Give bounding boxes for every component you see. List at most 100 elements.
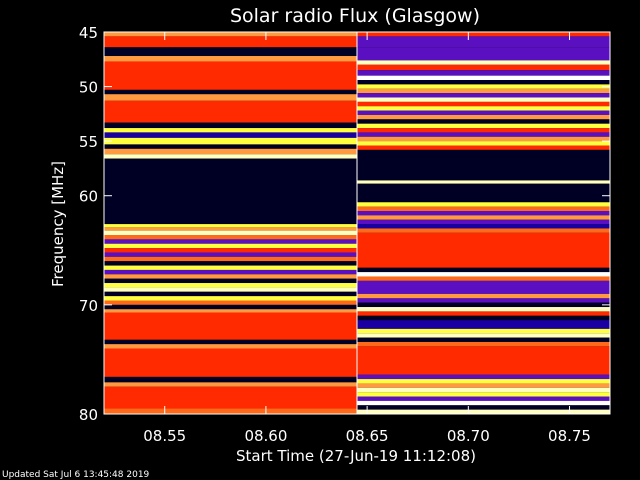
frequency-band [357,145,610,150]
frequency-band [357,80,610,85]
frequency-band [104,154,357,159]
frequency-band [104,248,357,253]
frequency-band [104,224,357,228]
frequency-band [357,97,610,102]
frequency-band [357,64,610,71]
frequency-band [357,276,610,281]
frequency-band [357,307,610,312]
frequency-band [104,235,357,240]
frequency-band [357,267,610,273]
frequency-band [357,302,610,308]
frequency-band [357,128,610,133]
frequency-band [357,280,610,294]
frequency-band [357,88,610,94]
frequency-band [104,122,357,129]
frequency-band [357,101,610,107]
frequency-band [357,156,610,181]
frequency-band [357,337,610,342]
frequency-band [357,84,610,89]
frequency-band [104,162,357,225]
frequency-band [357,202,610,207]
y-tick-label: 70 [79,297,98,315]
chart-title: Solar radio Flux (Glasgow) [230,5,480,27]
y-axis-ticks: 45 50 55 60 70 80 [79,24,610,424]
frequency-band [104,382,357,387]
frequency-band [104,265,357,270]
frequency-band [357,183,610,203]
plot-frame [103,31,611,415]
frequency-band [357,149,610,157]
frequency-band [357,346,610,375]
frequency-band [357,132,610,137]
frequency-band [357,405,610,410]
y-tick-label: 60 [79,188,98,206]
frequency-band [357,320,610,329]
frequency-band [357,293,610,299]
x-tick-label: 08.75 [548,427,591,445]
y-tick-label: 50 [79,79,98,97]
frequency-band [357,272,610,277]
frequency-band [357,215,610,220]
x-tick-label: 08.55 [143,427,186,445]
frequency-band [104,61,357,90]
frequency-band [104,300,357,305]
x-tick-label: 08.65 [346,427,389,445]
frequency-band [104,269,357,275]
frequency-band [104,144,357,149]
frequency-band [104,56,357,62]
x-tick-label: 08.70 [447,427,490,445]
frequency-band [104,261,357,266]
frequency-band [104,36,357,48]
frequency-band [104,128,357,133]
frequency-band [357,224,610,229]
frequency-band [104,230,357,236]
frequency-band [104,312,357,340]
frequency-band [104,89,357,95]
frequency-band [357,219,610,225]
frequency-band [357,123,610,129]
frequency-band [357,93,610,98]
frequency-band [357,60,610,65]
frequency-band [357,180,610,184]
frequency-band [357,374,610,380]
spectrogram-segment [104,32,357,414]
frequency-band [357,136,610,142]
frequency-band [357,387,610,393]
frequency-band [357,210,610,216]
frequency-band [104,94,357,101]
frequency-band [104,158,357,163]
y-tick-label: 45 [79,24,98,42]
axes [103,31,611,415]
frequency-band [104,309,357,313]
frequency-band [357,333,610,338]
frequency-band [357,383,610,388]
frequency-band [357,315,610,321]
x-axis-label: Start Time (27-Jun-19 11:12:08) [236,447,476,465]
frequency-band [357,409,610,414]
frequency-band [104,408,357,414]
frequency-band [357,232,610,268]
frequency-band [104,100,357,123]
frequency-band [357,311,610,316]
y-axis-label: Frequency [MHz] [49,161,67,287]
frequency-band [104,287,357,292]
frequency-band [357,70,610,76]
frequency-band [357,141,610,146]
x-tick-label: 08.60 [244,427,287,445]
frequency-band [104,386,357,409]
updated-timestamp: Updated Sat Jul 6 13:45:48 2019 [2,470,150,480]
frequency-band [357,206,610,211]
frequency-band [357,75,610,81]
y-tick-label: 55 [79,133,98,151]
x-axis-ticks: 08.55 08.60 08.65 08.70 08.75 [143,32,591,445]
frequency-band [104,243,357,249]
frequency-band [357,341,610,347]
frequency-band [104,348,357,377]
plot-area [104,32,610,414]
frequency-band [357,400,610,406]
frequency-band [357,114,610,120]
frequency-band [104,227,357,231]
frequency-band [357,328,610,334]
spectrogram-segment [357,32,610,414]
frequency-band [104,296,357,301]
